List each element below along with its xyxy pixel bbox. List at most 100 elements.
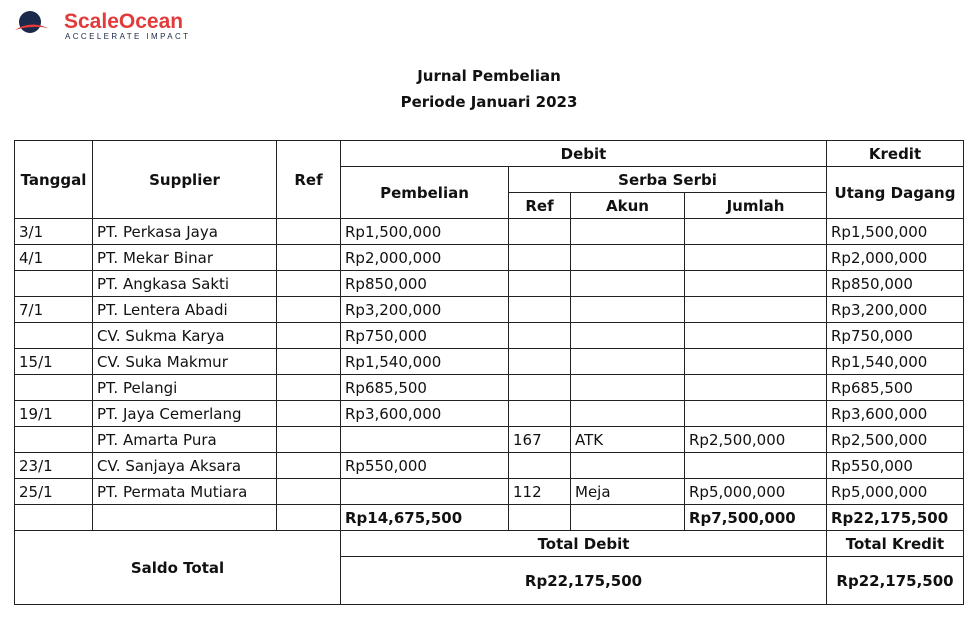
table-cell <box>570 400 685 427</box>
table-cell: Rp3,600,000 <box>826 400 964 427</box>
total-kredit-label: Total Kredit <box>826 530 964 557</box>
table-cell <box>14 374 93 401</box>
table-row: PT. Pelangi Rp685,500 Rp685,500 <box>14 374 964 401</box>
table-cell <box>508 452 571 479</box>
table-cell: Rp3,200,000 <box>340 296 509 323</box>
table-row: 3/1 PT. Perkasa Jaya Rp1,500,000 Rp1,500,00… <box>14 218 964 245</box>
table-cell: 19/1 <box>14 400 93 427</box>
table-cell <box>276 322 341 349</box>
table-row: 4/1 PT. Mekar Binar Rp2,000,000 Rp2,000,000 <box>14 244 964 271</box>
table-cell: Rp14,675,500 <box>340 504 509 531</box>
table-cell <box>508 296 571 323</box>
table-row: 25/1 PT. Permata Mutiara 112 Meja Rp5,000,00… <box>14 478 964 505</box>
table-cell: 7/1 <box>14 296 93 323</box>
logo-name: ScaleOcean <box>64 10 183 33</box>
table-cell: Rp5,000,000 <box>826 478 964 505</box>
table-cell <box>570 296 685 323</box>
table-cell: Rp7,500,000 <box>684 504 827 531</box>
table-row: PT. Amarta Pura 167 ATK Rp2,500,000 Rp2,500,… <box>14 426 964 453</box>
header-cell: Jumlah <box>684 192 827 219</box>
table-cell <box>276 270 341 297</box>
table-cell: Rp550,000 <box>826 452 964 479</box>
table-cell <box>684 348 827 375</box>
table-cell: Rp1,500,000 <box>340 218 509 245</box>
table-cell <box>570 322 685 349</box>
table-cell <box>276 452 341 479</box>
table-cell <box>340 426 509 453</box>
table-cell: Rp685,500 <box>826 374 964 401</box>
period: Periode Januari 2023 <box>400 93 578 111</box>
table-cell: Meja <box>570 478 685 505</box>
title: Jurnal Pembelian <box>417 67 561 85</box>
table-cell: Rp850,000 <box>340 270 509 297</box>
table-cell: Rp1,540,000 <box>826 348 964 375</box>
table-cell <box>684 218 827 245</box>
table-cell <box>276 504 341 531</box>
total-debit: Rp22,175,500 <box>340 556 827 605</box>
table-cell <box>570 244 685 271</box>
table-cell: PT. Perkasa Jaya <box>92 218 277 245</box>
table-cell <box>570 374 685 401</box>
table-cell: Rp3,600,000 <box>340 400 509 427</box>
table-cell: Rp2,500,000 <box>684 426 827 453</box>
table-cell <box>684 400 827 427</box>
table-cell <box>14 270 93 297</box>
table-cell: Rp550,000 <box>340 452 509 479</box>
header-cell: Ref <box>508 192 571 219</box>
table-cell <box>276 218 341 245</box>
total-kredit: Rp22,175,500 <box>826 556 964 605</box>
total-debit-label: Total Debit <box>340 530 827 557</box>
table-cell: 167 <box>508 426 571 453</box>
table-cell: PT. Angkasa Sakti <box>92 270 277 297</box>
table-cell: Rp750,000 <box>826 322 964 349</box>
table-cell: CV. Sukma Karya <box>92 322 277 349</box>
header-cell: Supplier <box>92 140 277 219</box>
table-cell: 3/1 <box>14 218 93 245</box>
header-cell: Akun <box>570 192 685 219</box>
header-cell: Serba Serbi <box>508 166 827 193</box>
table-cell <box>276 374 341 401</box>
header-cell: Debit <box>340 140 827 167</box>
table-cell <box>508 504 571 531</box>
table-cell: 4/1 <box>14 244 93 271</box>
table-cell: ATK <box>570 426 685 453</box>
header-cell: Utang Dagang <box>826 166 964 219</box>
table-cell: Rp2,500,000 <box>826 426 964 453</box>
table-cell <box>276 478 341 505</box>
table-cell <box>14 322 93 349</box>
table-row: Rp14,675,500 Rp7,500,000 Rp22,175,500 <box>14 504 964 531</box>
table-cell: PT. Permata Mutiara <box>92 478 277 505</box>
table-cell <box>340 478 509 505</box>
table-cell: Rp750,000 <box>340 322 509 349</box>
table-cell <box>276 348 341 375</box>
table-cell: 112 <box>508 478 571 505</box>
table-cell <box>684 270 827 297</box>
table-cell: Rp1,540,000 <box>340 348 509 375</box>
table-cell: Rp2,000,000 <box>340 244 509 271</box>
table-cell <box>684 452 827 479</box>
table-row: 23/1 CV. Sanjaya Aksara Rp550,000 Rp550,000 <box>14 452 964 479</box>
table-cell <box>570 270 685 297</box>
table-cell <box>14 426 93 453</box>
table-row: 7/1 PT. Lentera Abadi Rp3,200,000 Rp3,200,0… <box>14 296 964 323</box>
table-cell <box>508 348 571 375</box>
table-cell: PT. Jaya Cemerlang <box>92 400 277 427</box>
table-cell <box>570 452 685 479</box>
header-cell: Pembelian <box>340 166 509 219</box>
table-row: CV. Sukma Karya Rp750,000 Rp750,000 <box>14 322 964 349</box>
table-cell: CV. Suka Makmur <box>92 348 277 375</box>
table-cell <box>92 504 277 531</box>
table-cell: 25/1 <box>14 478 93 505</box>
table-cell <box>508 218 571 245</box>
table-cell: Rp3,200,000 <box>826 296 964 323</box>
table-cell <box>508 270 571 297</box>
table-cell: PT. Pelangi <box>92 374 277 401</box>
table-cell <box>684 244 827 271</box>
table-row: 19/1 PT. Jaya Cemerlang Rp3,600,000 Rp3,600… <box>14 400 964 427</box>
table-cell: Rp1,500,000 <box>826 218 964 245</box>
table-cell: PT. Lentera Abadi <box>92 296 277 323</box>
logo: ScaleOcean ACCELERATE IMPACT <box>15 10 188 41</box>
table-cell <box>684 296 827 323</box>
table-cell <box>684 374 827 401</box>
